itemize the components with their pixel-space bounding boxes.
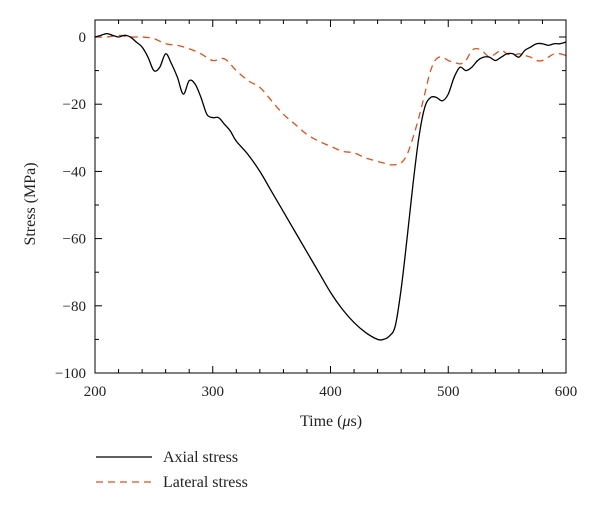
legend-label-lateral: Lateral stress xyxy=(163,474,248,491)
y-tick-label: −100 xyxy=(55,366,86,382)
axis-ticks xyxy=(94,20,567,374)
y-tick-label: −20 xyxy=(63,97,86,113)
x-axis-label-prefix: Time ( xyxy=(300,413,343,430)
legend-label-axial: Axial stress xyxy=(163,449,238,466)
x-axis-label-suffix: s) xyxy=(351,413,363,430)
x-tick-label: 300 xyxy=(202,384,225,400)
legend: Axial stress Lateral stress xyxy=(96,449,248,491)
x-axis-label-symbol: μ xyxy=(341,413,350,430)
y-tick-label: −40 xyxy=(63,164,86,180)
series-lines xyxy=(94,32,567,341)
y-axis-label: Stress (MPa) xyxy=(22,162,39,245)
x-tick-label: 400 xyxy=(319,384,342,400)
x-tick-label: 200 xyxy=(84,384,107,400)
y-tick-label: 0 xyxy=(79,30,87,46)
y-tick-label: −80 xyxy=(63,299,86,315)
x-tick-label: 600 xyxy=(555,384,578,400)
x-axis-label: Time (μs) xyxy=(300,413,362,430)
series-line-axial xyxy=(94,32,567,341)
x-tick-label: 500 xyxy=(437,384,460,400)
series-line-lateral xyxy=(94,34,567,166)
tick-labels: 200 300 400 500 600 0 −20 −40 −60 −80 −100 xyxy=(55,30,577,400)
plot-frame xyxy=(94,19,567,374)
y-tick-label: −60 xyxy=(63,232,86,248)
